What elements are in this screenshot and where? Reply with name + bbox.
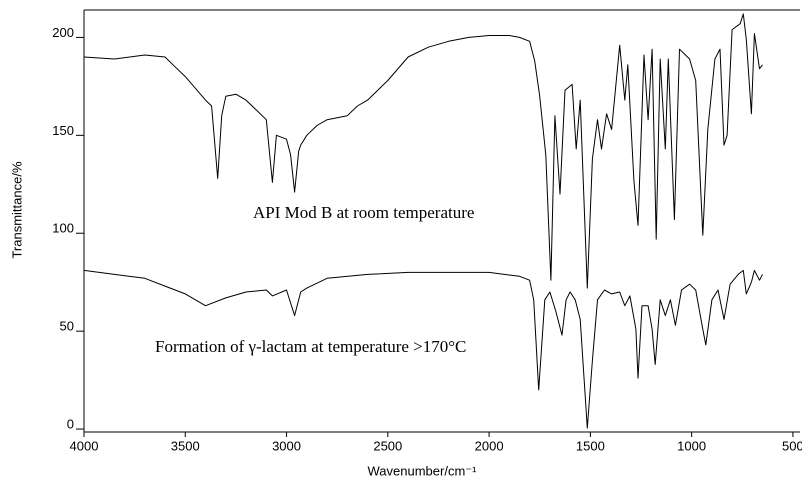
series-label: Formation of γ-lactam at temperature >17…	[155, 337, 466, 356]
y-tick-label: 200	[52, 25, 74, 40]
x-tick-label: 1500	[576, 438, 605, 453]
x-tick-label: 500	[782, 438, 802, 453]
y-axis-label: Transmittance/%	[9, 161, 24, 258]
spectrum-line	[83, 13, 763, 289]
y-tick-label: 50	[60, 319, 74, 334]
x-tick-label: 1000	[677, 438, 706, 453]
x-tick-label: 2000	[475, 438, 504, 453]
series-label: API Mod B at room temperature	[253, 203, 474, 222]
x-tick-label: 3000	[272, 438, 301, 453]
y-tick-label: 0	[67, 417, 74, 432]
x-tick-label: 4000	[70, 438, 99, 453]
y-tick-label: 150	[52, 123, 74, 138]
x-axis-label: Wavenumber/cm⁻¹	[368, 463, 478, 478]
spectrum-line	[83, 269, 763, 429]
x-tick-label: 3500	[171, 438, 200, 453]
y-tick-label: 100	[52, 221, 74, 236]
x-tick-label: 2500	[373, 438, 402, 453]
